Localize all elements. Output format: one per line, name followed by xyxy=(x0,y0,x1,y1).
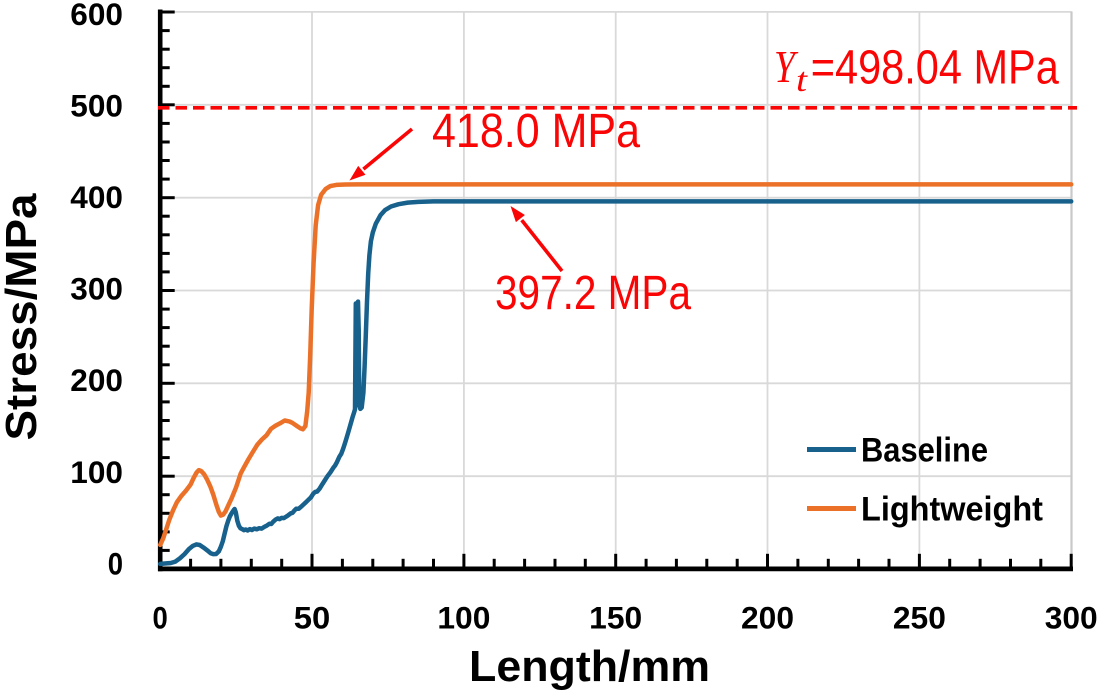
svg-text:200: 200 xyxy=(70,362,123,398)
svg-text:418.0 MPa: 418.0 MPa xyxy=(432,105,640,158)
svg-text:=498.04 MPa: =498.04 MPa xyxy=(811,41,1059,95)
svg-text:100: 100 xyxy=(437,600,490,636)
svg-text:Baseline: Baseline xyxy=(861,432,988,470)
svg-text:0: 0 xyxy=(153,600,168,636)
svg-text:250: 250 xyxy=(893,600,946,636)
svg-text:200: 200 xyxy=(741,600,794,636)
svg-text:Lightweight: Lightweight xyxy=(861,491,1043,529)
svg-text:100: 100 xyxy=(70,454,123,490)
svg-text:0: 0 xyxy=(108,545,123,581)
svg-text:Length/mm: Length/mm xyxy=(469,642,710,691)
svg-text:400: 400 xyxy=(70,179,123,215)
svg-text:Stress/MPa: Stress/MPa xyxy=(0,193,46,441)
svg-text:t: t xyxy=(796,62,809,99)
svg-text:600: 600 xyxy=(70,0,123,32)
svg-text:500: 500 xyxy=(70,87,123,123)
svg-text:300: 300 xyxy=(70,271,123,307)
svg-text:50: 50 xyxy=(294,600,331,636)
svg-text:397.2 MPa: 397.2 MPa xyxy=(495,267,691,320)
svg-text:150: 150 xyxy=(589,600,642,636)
svg-text:Y: Y xyxy=(774,41,799,92)
svg-text:300: 300 xyxy=(1045,600,1098,636)
